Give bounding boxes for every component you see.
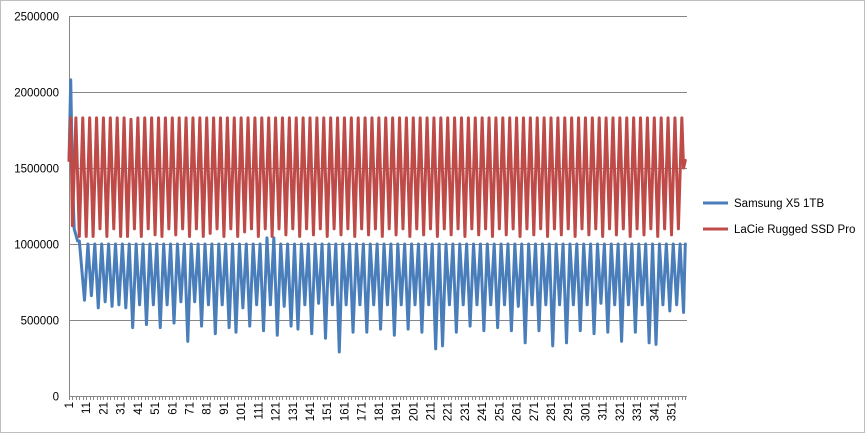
x-axis-tick-labels: 1 11 21 31 41 51 61 71 81 91 101 111 121 131 141 151 161… <box>64 402 679 421</box>
series-lines <box>67 78 687 354</box>
x-tick-label: 1 <box>64 402 76 408</box>
x-tick-label: 171 <box>357 402 369 421</box>
x-tick-label: 161 <box>339 402 351 421</box>
x-tick-label: 281 <box>546 402 558 421</box>
x-tick-label: 31 <box>116 402 128 415</box>
x-tick-label: 151 <box>322 402 334 421</box>
x-tick-label: 261 <box>512 402 524 421</box>
x-tick-label: 331 <box>632 402 644 421</box>
legend: Samsung X5 1TB LaCie Rugged SSD Pro <box>703 198 855 236</box>
x-tick-label: 321 <box>615 402 627 421</box>
x-tick-label: 21 <box>98 402 110 415</box>
legend-label-1: LaCie Rugged SSD Pro <box>734 224 855 236</box>
x-tick-label: 71 <box>185 402 197 415</box>
x-tick-label: 311 <box>598 402 610 420</box>
x-tick-label: 11 <box>81 402 93 414</box>
y-tick-label: 500000 <box>21 316 59 328</box>
x-tick-label: 131 <box>288 402 300 421</box>
x-tick-label: 51 <box>150 402 162 415</box>
series-line-0 <box>67 78 687 354</box>
y-tick-label: 2000000 <box>14 88 59 100</box>
x-tick-label: 291 <box>563 402 575 421</box>
x-tick-label: 351 <box>667 402 679 421</box>
x-tick-label: 141 <box>305 402 317 421</box>
x-tick-label: 241 <box>477 402 489 421</box>
x-tick-label: 251 <box>494 402 506 421</box>
x-tick-label: 201 <box>408 402 420 421</box>
x-tick-label: 341 <box>649 402 661 421</box>
x-tick-label: 191 <box>391 402 403 421</box>
x-tick-label: 181 <box>374 402 386 421</box>
x-tick-label: 61 <box>167 402 179 415</box>
x-tick-label: 231 <box>460 402 472 421</box>
x-tick-label: 271 <box>529 402 541 421</box>
x-tick-label: 121 <box>271 402 283 421</box>
x-tick-label: 211 <box>426 402 438 420</box>
x-tick-label: 101 <box>236 402 248 421</box>
x-tick-label: 111 <box>253 402 265 419</box>
x-tick-label: 81 <box>202 402 214 415</box>
y-tick-label: 0 <box>53 392 59 404</box>
y-axis-tick-labels: 0 500000 1000000 1500000 2000000 2500000 <box>14 12 59 404</box>
x-tick-label: 41 <box>133 402 145 415</box>
x-tick-label: 91 <box>219 402 231 415</box>
y-tick-label: 2500000 <box>14 12 59 24</box>
x-tick-label: 221 <box>443 402 455 421</box>
y-tick-label: 1000000 <box>14 240 59 252</box>
series-line-1 <box>67 116 687 238</box>
y-tick-label: 1500000 <box>14 164 59 176</box>
x-tick-label: 301 <box>580 402 592 421</box>
legend-label-0: Samsung X5 1TB <box>734 198 824 210</box>
